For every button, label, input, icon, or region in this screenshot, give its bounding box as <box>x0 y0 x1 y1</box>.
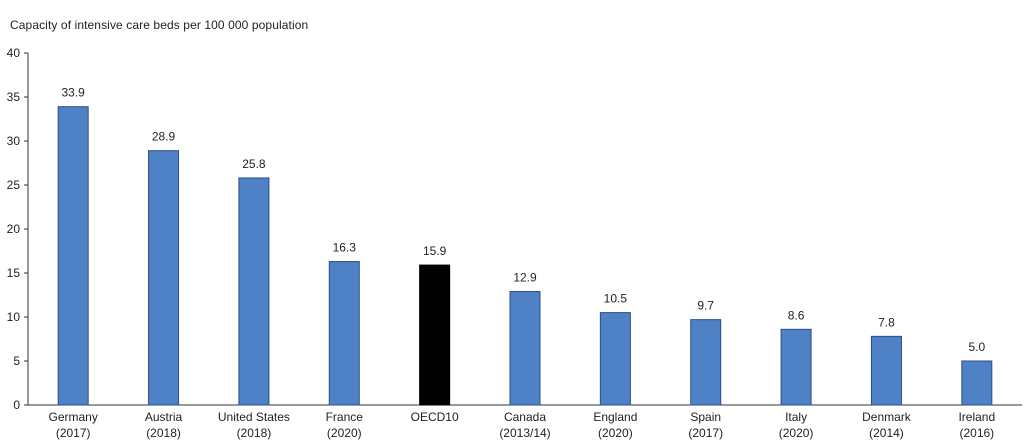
y-tick-label: 0 <box>13 398 20 412</box>
y-tick-label: 35 <box>7 90 21 104</box>
x-tick-label: Germany <box>49 410 98 424</box>
bar-canada <box>509 290 541 406</box>
x-tick-label: England <box>593 410 637 424</box>
y-tick-label: 40 <box>7 46 21 60</box>
value-label: 28.9 <box>152 130 176 144</box>
x-tick-sublabel: (2018) <box>237 426 272 440</box>
value-label: 25.8 <box>242 157 266 171</box>
x-tick-label: France <box>326 410 364 424</box>
value-label: 10.5 <box>604 292 628 306</box>
value-label: 16.3 <box>333 241 357 255</box>
bar-germany <box>57 106 89 406</box>
chart-title: Capacity of intensive care beds per 100 … <box>10 18 309 32</box>
x-tick-label: Italy <box>785 410 807 424</box>
y-tick-label: 20 <box>7 222 21 236</box>
bar-ireland <box>961 360 993 406</box>
y-tick-label: 5 <box>13 354 20 368</box>
x-tick-sublabel: (2013/14) <box>499 426 550 440</box>
x-tick-sublabel: (2017) <box>56 426 91 440</box>
bar-spain <box>690 319 722 406</box>
x-tick-sublabel: (2017) <box>688 426 723 440</box>
y-tick-label: 10 <box>7 310 21 324</box>
y-tick-label: 30 <box>7 134 21 148</box>
x-tick-sublabel: (2020) <box>779 426 814 440</box>
value-label: 15.9 <box>423 244 447 258</box>
value-label: 12.9 <box>513 270 537 284</box>
bar-denmark <box>870 335 902 406</box>
value-label: 5.0 <box>968 340 985 354</box>
x-tick-sublabel: (2014) <box>869 426 904 440</box>
value-label: 9.7 <box>697 299 714 313</box>
x-tick-label: Denmark <box>862 410 912 424</box>
bar-united-states <box>238 177 270 406</box>
x-tick-label: United States <box>218 410 290 424</box>
bar-oecd10 <box>419 264 451 406</box>
value-label: 7.8 <box>878 315 895 329</box>
x-tick-label: Canada <box>504 410 546 424</box>
y-tick-label: 15 <box>7 266 21 280</box>
x-tick-label: Spain <box>690 410 721 424</box>
value-label: 8.6 <box>788 308 805 322</box>
x-tick-label: Ireland <box>958 410 995 424</box>
x-tick-sublabel: (2020) <box>598 426 633 440</box>
x-tick-sublabel: (2020) <box>327 426 362 440</box>
x-tick-sublabel: (2018) <box>146 426 181 440</box>
x-tick-label: Austria <box>145 410 183 424</box>
bar-italy <box>780 328 812 406</box>
x-tick-sublabel: (2016) <box>959 426 994 440</box>
x-tick-label: OECD10 <box>411 410 459 424</box>
value-label: 33.9 <box>62 86 86 100</box>
bar-england <box>599 312 631 406</box>
bar-france <box>328 261 360 406</box>
bar-austria <box>148 150 180 406</box>
y-tick-label: 25 <box>7 178 21 192</box>
